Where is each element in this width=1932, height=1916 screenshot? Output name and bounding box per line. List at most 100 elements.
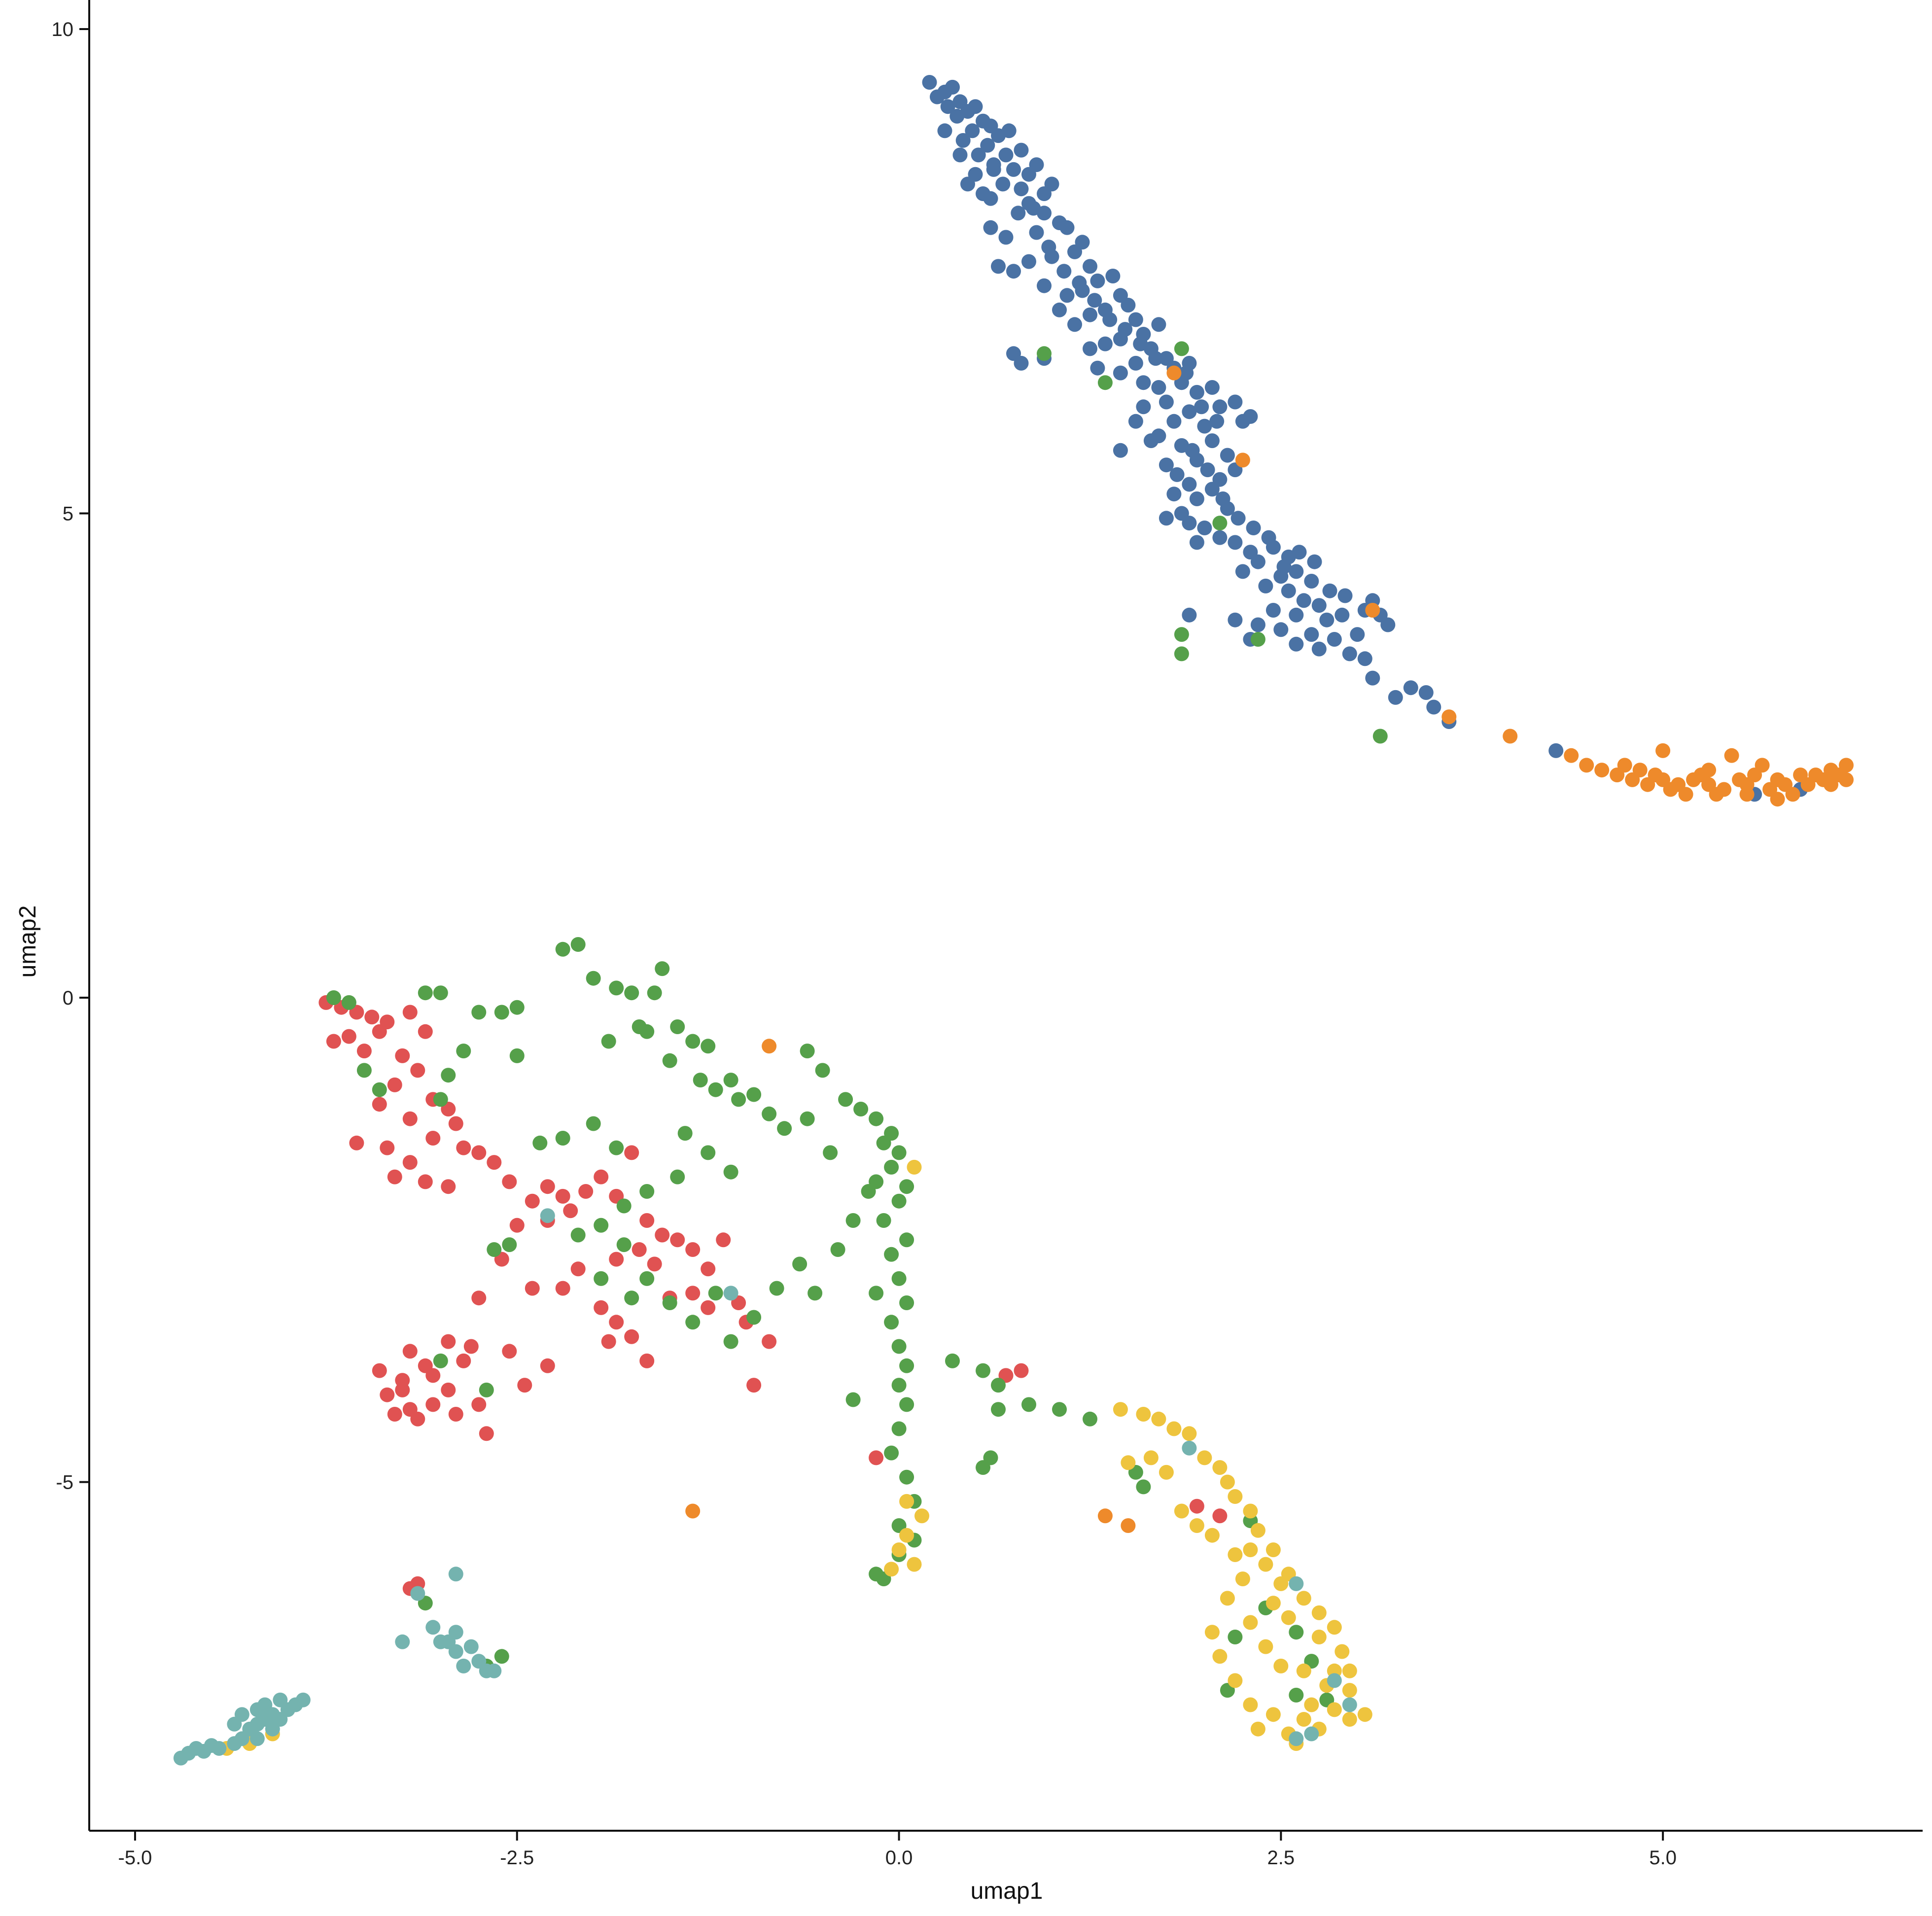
scatter-point — [1289, 1731, 1304, 1746]
scatter-point — [838, 1092, 853, 1107]
scatter-point — [1083, 1411, 1097, 1427]
scatter-point — [425, 1620, 441, 1635]
scatter-point — [463, 1639, 479, 1654]
scatter-point — [1342, 646, 1357, 662]
scatter-point — [1785, 787, 1800, 802]
scatter-point — [899, 1469, 914, 1485]
scatter-point — [1648, 767, 1663, 783]
scatter-point — [402, 1155, 418, 1170]
scatter-point — [471, 1005, 487, 1020]
scatter-point — [1136, 1479, 1151, 1495]
scatter-point — [487, 1663, 502, 1678]
scatter-point — [1250, 1523, 1265, 1538]
scatter-point — [815, 1063, 830, 1078]
scatter-point — [995, 176, 1011, 192]
scatter-point — [1228, 1630, 1243, 1644]
scatter-point — [1041, 240, 1056, 255]
scatter-point — [563, 1203, 578, 1219]
scatter-point — [601, 1334, 616, 1349]
scatter-point — [907, 1159, 922, 1175]
scatter-point — [891, 1193, 907, 1209]
scatter-point — [884, 1315, 899, 1330]
scatter-point — [1056, 264, 1072, 279]
scatter-point — [899, 1358, 914, 1373]
scatter-point — [356, 1044, 372, 1059]
scatter-point — [1617, 758, 1632, 773]
x-tick-label: -5.0 — [118, 1847, 152, 1869]
scatter-point — [265, 1721, 280, 1737]
scatter-point — [211, 1741, 227, 1756]
scatter-point — [1281, 583, 1296, 598]
scatter-point — [1839, 772, 1854, 787]
scatter-point — [380, 1387, 395, 1402]
scatter-point — [471, 1397, 487, 1412]
scatter-point — [402, 1005, 418, 1020]
scatter-point — [1243, 409, 1258, 424]
scatter-point — [509, 1000, 525, 1015]
scatter-point — [624, 985, 639, 1001]
scatter-point — [1717, 782, 1732, 797]
scatter-point — [1128, 312, 1143, 327]
scatter-point — [1296, 1712, 1311, 1727]
scatter-point — [624, 1145, 639, 1160]
scatter-point — [1105, 269, 1121, 283]
scatter-point — [976, 186, 990, 201]
scatter-point — [1136, 1407, 1151, 1422]
scatter-point — [1136, 375, 1151, 390]
scatter-point — [1083, 259, 1097, 274]
scatter-point — [945, 1353, 960, 1368]
scatter-point — [1212, 399, 1228, 415]
scatter-point — [1220, 1474, 1235, 1490]
scatter-point — [1014, 142, 1029, 158]
scatter-point — [1159, 394, 1174, 410]
scatter-point — [1337, 588, 1353, 603]
scatter-point — [594, 1218, 609, 1233]
scatter-point — [1289, 1625, 1304, 1640]
scatter-point — [502, 1344, 517, 1359]
scatter-point — [808, 1286, 823, 1301]
scatter-point — [532, 1135, 548, 1150]
scatter-point — [1029, 225, 1044, 240]
scatter-point — [884, 1562, 899, 1577]
scatter-point — [693, 1073, 708, 1088]
scatter-point — [1133, 336, 1148, 351]
y-tick-label: 5 — [63, 503, 73, 524]
scatter-point — [1365, 670, 1380, 686]
scatter-point — [723, 1286, 738, 1301]
scatter-point — [1166, 414, 1182, 429]
scatter-point — [1179, 365, 1194, 381]
x-tick-label: -2.5 — [500, 1847, 534, 1869]
scatter-point — [1113, 443, 1128, 458]
scatter-point — [1166, 1421, 1182, 1436]
scatter-point — [586, 1116, 601, 1131]
scatter-point — [937, 123, 952, 139]
scatter-point — [1220, 1591, 1235, 1606]
scatter-point — [762, 1106, 777, 1121]
scatter-point — [418, 1024, 433, 1039]
scatter-point — [1304, 1726, 1319, 1742]
scatter-point — [1102, 312, 1118, 327]
scatter-point — [685, 1503, 701, 1519]
scatter-point — [1258, 1557, 1273, 1572]
scatter-point — [670, 1019, 685, 1034]
scatter-point — [845, 1392, 861, 1407]
scatter-point — [685, 1315, 701, 1330]
scatter-point — [540, 1208, 555, 1223]
scatter-point — [1189, 1518, 1204, 1533]
scatter-point — [1113, 1402, 1128, 1417]
scatter-point — [1296, 1591, 1311, 1606]
scatter-point — [1174, 1503, 1189, 1519]
scatter-point — [1044, 176, 1059, 192]
scatter-point — [1136, 399, 1151, 415]
scatter-point — [1265, 1542, 1281, 1558]
scatter-point — [441, 1068, 456, 1083]
scatter-point — [976, 1460, 990, 1475]
scatter-point — [899, 1397, 914, 1412]
scatter-point — [372, 1024, 387, 1039]
scatter-point — [448, 1116, 463, 1131]
scatter-point — [326, 1034, 341, 1049]
scatter-point — [639, 1213, 655, 1228]
y-tick-label: -5 — [56, 1472, 73, 1494]
scatter-point — [1189, 1498, 1204, 1514]
scatter-point — [1121, 1518, 1136, 1533]
